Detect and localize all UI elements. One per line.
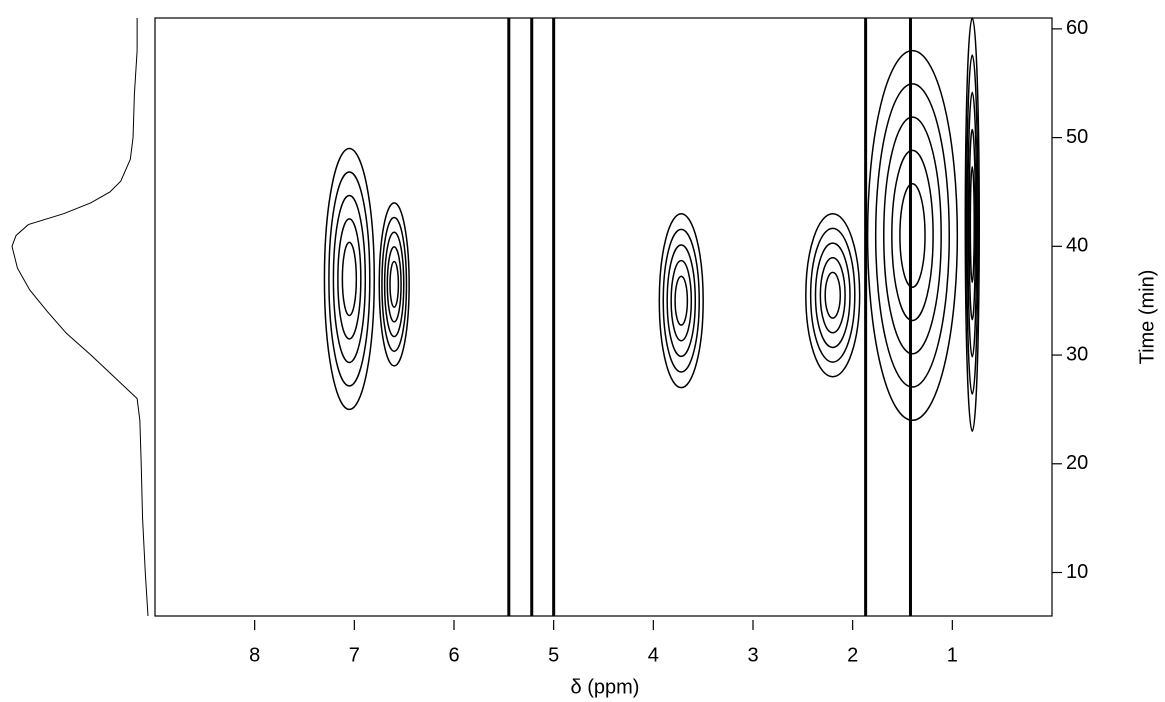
plot-frame bbox=[154, 17, 1053, 617]
x-tick-label: 4 bbox=[648, 644, 659, 666]
peak-contour bbox=[969, 165, 975, 284]
peak-contour bbox=[883, 116, 942, 355]
peak-contour bbox=[383, 231, 405, 338]
peak-contour bbox=[332, 194, 367, 364]
peak-contour bbox=[341, 241, 358, 317]
x-tick-label: 1 bbox=[947, 644, 958, 666]
x-tick-label: 7 bbox=[349, 644, 360, 666]
y-axis-label: Time (min) bbox=[1136, 270, 1158, 365]
peak-contour bbox=[809, 227, 856, 363]
x-axis-label: δ (ppm) bbox=[571, 676, 640, 698]
peak-contour bbox=[381, 216, 408, 352]
y-tick-label: 50 bbox=[1066, 126, 1088, 148]
x-tick-label: 3 bbox=[747, 644, 758, 666]
y-tick-label: 20 bbox=[1066, 452, 1088, 474]
peak-contour bbox=[874, 83, 950, 388]
peak-contour bbox=[805, 212, 861, 378]
y-tick-label: 30 bbox=[1066, 343, 1088, 365]
peak-contour bbox=[965, 54, 979, 395]
peak-contour bbox=[328, 171, 371, 387]
y-tick-label: 60 bbox=[1066, 17, 1088, 39]
peak-contour bbox=[899, 182, 926, 288]
peak-contour bbox=[968, 128, 977, 321]
peak-contour bbox=[658, 212, 704, 389]
x-tick-label: 8 bbox=[249, 644, 260, 666]
peak-contour bbox=[378, 202, 410, 367]
peak-contour bbox=[386, 246, 402, 323]
peak-contour bbox=[389, 260, 400, 308]
y-tick-label: 40 bbox=[1066, 235, 1088, 257]
projection-trace bbox=[11, 18, 149, 617]
peak-contour bbox=[891, 149, 934, 322]
peak-contour bbox=[666, 244, 697, 358]
peak-contour bbox=[824, 271, 842, 319]
peak-contour bbox=[967, 91, 978, 358]
peak-contour bbox=[323, 147, 376, 411]
x-tick-label: 5 bbox=[548, 644, 559, 666]
peak-contour bbox=[337, 218, 362, 340]
peak-contour bbox=[674, 275, 689, 326]
peak-contour bbox=[670, 259, 693, 342]
x-tick-label: 6 bbox=[448, 644, 459, 666]
peak-contour bbox=[814, 242, 851, 349]
peak-contour bbox=[819, 256, 846, 334]
peak-contour bbox=[866, 49, 959, 422]
x-tick-label: 2 bbox=[847, 644, 858, 666]
peak-contour bbox=[964, 17, 980, 432]
y-tick-label: 10 bbox=[1066, 561, 1088, 583]
peak-contour bbox=[662, 228, 700, 373]
